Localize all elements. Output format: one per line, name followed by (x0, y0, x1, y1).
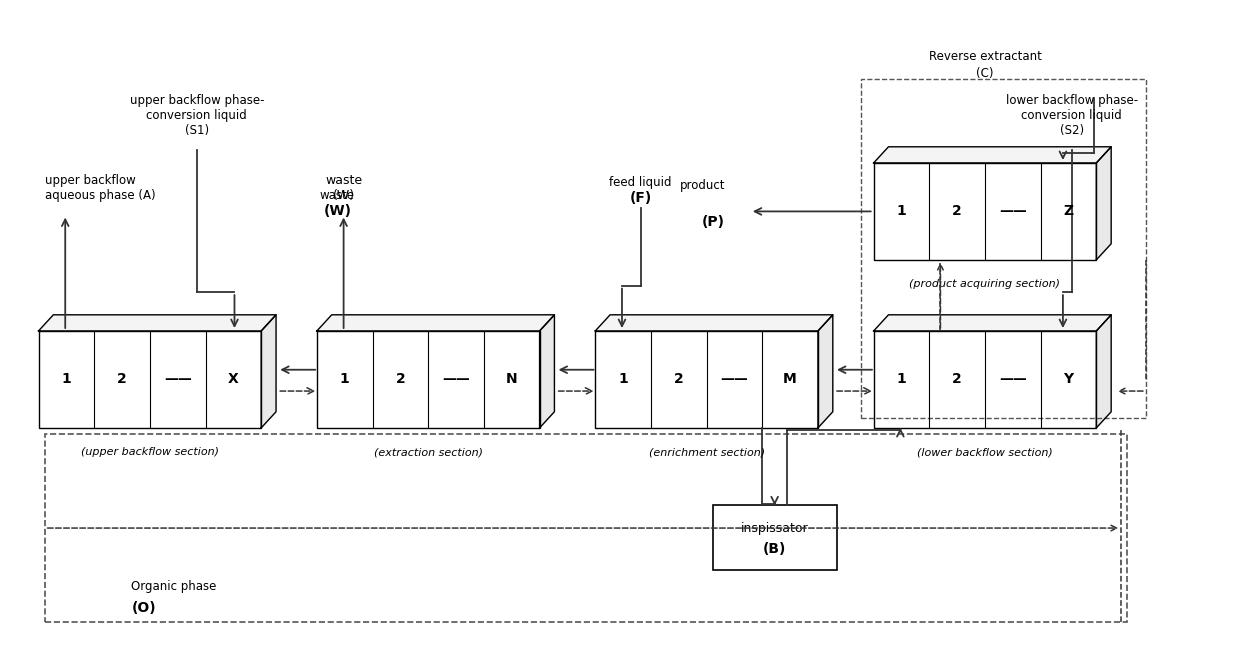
Text: 2: 2 (117, 373, 126, 386)
Text: (C): (C) (976, 67, 993, 80)
FancyBboxPatch shape (317, 331, 539, 428)
Text: Y: Y (1064, 373, 1074, 386)
FancyBboxPatch shape (595, 331, 818, 428)
Text: (lower backflow section): (lower backflow section) (918, 447, 1053, 458)
Text: ——: —— (720, 373, 748, 386)
Text: 2: 2 (396, 373, 405, 386)
Polygon shape (874, 147, 1111, 163)
Polygon shape (595, 315, 833, 331)
Text: (upper backflow section): (upper backflow section) (81, 447, 218, 458)
Text: 1: 1 (62, 373, 71, 386)
Polygon shape (818, 315, 833, 428)
Polygon shape (539, 315, 554, 428)
Polygon shape (874, 315, 1111, 331)
Text: 1: 1 (897, 204, 906, 219)
Text: upper backflow
aqueous phase (A): upper backflow aqueous phase (A) (45, 174, 155, 202)
Text: (O): (O) (131, 600, 156, 615)
Text: N: N (506, 373, 517, 386)
Text: X: X (228, 373, 239, 386)
Text: ——: —— (164, 373, 191, 386)
Text: Z: Z (1064, 204, 1074, 219)
FancyBboxPatch shape (713, 506, 837, 570)
Polygon shape (262, 315, 277, 428)
Text: 2: 2 (952, 373, 962, 386)
Text: (product acquiring section): (product acquiring section) (909, 279, 1060, 289)
Polygon shape (317, 315, 554, 331)
Polygon shape (1096, 315, 1111, 428)
Text: 2: 2 (673, 373, 683, 386)
FancyBboxPatch shape (874, 163, 1096, 260)
FancyBboxPatch shape (874, 331, 1096, 428)
Text: 1: 1 (619, 373, 627, 386)
Text: 1: 1 (897, 373, 906, 386)
Text: (P): (P) (702, 215, 725, 228)
Text: Organic phase: Organic phase (131, 580, 217, 593)
FancyBboxPatch shape (38, 331, 262, 428)
Text: product: product (680, 179, 725, 192)
Text: Reverse extractant: Reverse extractant (929, 50, 1042, 63)
Text: (W): (W) (324, 204, 351, 218)
Text: upper backflow phase-
conversion liquid
(S1): upper backflow phase- conversion liquid … (130, 94, 264, 137)
Text: ——: —— (999, 204, 1027, 219)
Text: 2: 2 (952, 204, 962, 219)
Text: (enrichment section): (enrichment section) (649, 447, 765, 458)
Text: ——: —— (443, 373, 470, 386)
Text: (extraction section): (extraction section) (373, 447, 482, 458)
Polygon shape (1096, 147, 1111, 260)
Text: lower backflow phase-
conversion liquid
(S2): lower backflow phase- conversion liquid … (1006, 94, 1137, 137)
Text: (B): (B) (763, 543, 786, 556)
Text: M: M (784, 373, 797, 386)
Text: waste: waste (320, 189, 355, 202)
Text: (F): (F) (630, 191, 652, 205)
Text: 1: 1 (340, 373, 350, 386)
Text: inspissator: inspissator (740, 522, 808, 535)
Text: ——: —— (999, 373, 1027, 386)
Polygon shape (38, 315, 277, 331)
Text: waste
(W): waste (W) (325, 174, 362, 202)
Text: feed liquid: feed liquid (609, 176, 672, 189)
